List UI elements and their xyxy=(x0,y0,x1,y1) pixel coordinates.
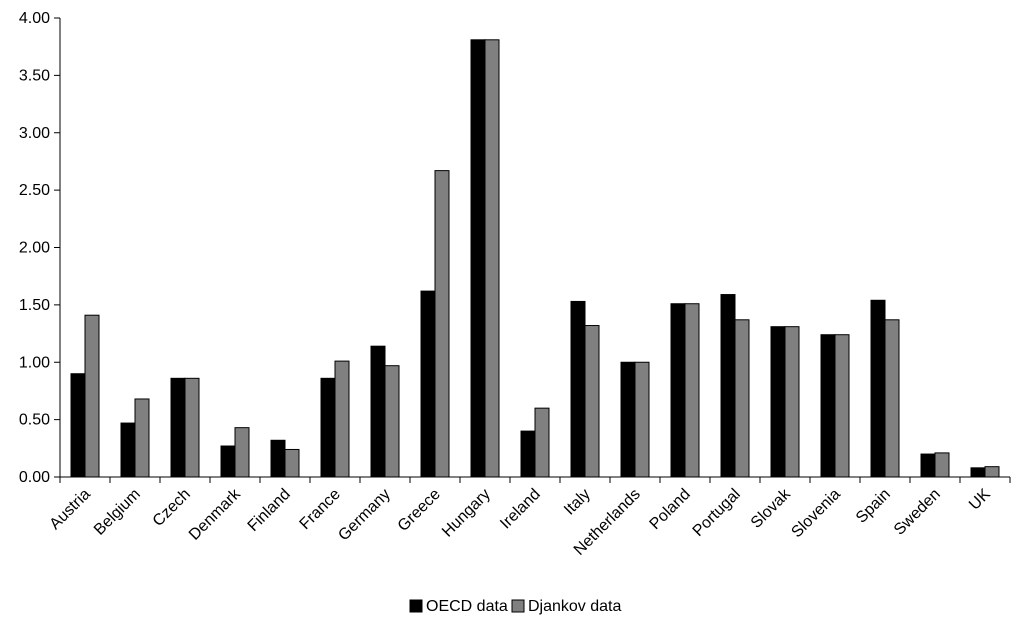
bar-djankov-portugal xyxy=(734,319,750,478)
x-category-label: France xyxy=(297,486,344,533)
bar-oecd-spain xyxy=(870,299,886,478)
x-category-label: Germany xyxy=(335,486,394,545)
y-axis: 0.00 0.50 1.00 1.50 2.00 2.50 3.00 3.50 4.00 xyxy=(19,10,61,486)
bar-oecd-france xyxy=(320,377,336,478)
bar-djankov-spain xyxy=(884,319,900,478)
bar-oecd-czech xyxy=(170,377,186,478)
x-category-label: Slovenia xyxy=(788,486,843,541)
bar-oecd-greece xyxy=(420,290,436,478)
bar-oecd-austria xyxy=(70,373,86,478)
bar-djankov-france xyxy=(334,360,350,478)
x-category-label: Hungary xyxy=(439,486,494,541)
bar-djankov-hungary xyxy=(484,39,500,478)
bar-djankov-germany xyxy=(384,365,400,478)
bar-oecd-sweden xyxy=(920,453,936,478)
bar-djankov-netherlands xyxy=(634,361,650,478)
bar-djankov-austria xyxy=(84,314,100,478)
bar-oecd-uk xyxy=(970,467,986,478)
x-category-label: Czech xyxy=(150,486,194,530)
bar-oecd-germany xyxy=(370,345,386,478)
bar-oecd-ireland xyxy=(520,430,536,478)
x-category-label: Ireland xyxy=(497,486,544,533)
bar-oecd-finland xyxy=(270,439,286,478)
bar-djankov-belgium xyxy=(134,398,150,478)
y-tick-label: 0.00 xyxy=(19,469,50,486)
x-category-label: Portugal xyxy=(690,486,744,540)
bar-oecd-hungary xyxy=(470,39,486,478)
x-category-label: Denmark xyxy=(186,485,245,544)
bar-djankov-greece xyxy=(434,170,450,478)
y-tick-label: 0.50 xyxy=(19,412,50,429)
x-category-label: Greece xyxy=(395,486,444,535)
bar-djankov-finland xyxy=(284,448,300,478)
bar-oecd-belgium xyxy=(120,422,136,478)
x-category-label: Slovak xyxy=(748,485,795,532)
y-tick-label: 1.00 xyxy=(19,354,50,371)
bar-oecd-italy xyxy=(570,300,586,478)
y-tick-label: 3.00 xyxy=(19,125,50,142)
y-tick-label: 2.50 xyxy=(19,182,50,199)
bar-djankov-sweden xyxy=(934,452,950,478)
bars xyxy=(70,39,1000,478)
x-category-label: Austria xyxy=(47,486,94,533)
bar-djankov-poland xyxy=(684,303,700,478)
bar-djankov-denmark xyxy=(234,427,250,478)
x-category-label: Belgium xyxy=(91,486,144,539)
bar-djankov-slovenia xyxy=(834,334,850,478)
bar-djankov-slovak xyxy=(784,326,800,478)
bar-oecd-slovak xyxy=(770,326,786,478)
bar-oecd-poland xyxy=(670,303,686,478)
bar-djankov-ireland xyxy=(534,407,550,478)
y-tick-label: 1.50 xyxy=(19,297,50,314)
y-tick-label: 3.50 xyxy=(19,67,50,84)
legend-label-djankov: Djankov data xyxy=(528,598,621,615)
x-category-label: Poland xyxy=(647,486,694,533)
x-category-label: UK xyxy=(966,486,994,514)
bar-oecd-netherlands xyxy=(620,361,636,478)
bar-oecd-denmark xyxy=(220,445,236,478)
bar-djankov-czech xyxy=(184,377,200,478)
bar-djankov-uk xyxy=(984,466,1000,478)
legend: OECD data Djankov data xyxy=(409,598,621,615)
y-tick-label: 4.00 xyxy=(19,10,50,27)
legend-swatch-djankov xyxy=(511,599,525,613)
y-tick-label: 2.00 xyxy=(19,240,50,257)
legend-swatch-oecd xyxy=(409,599,423,613)
x-category-label: Finland xyxy=(245,486,294,535)
x-category-label: Sweden xyxy=(891,486,944,539)
bar-oecd-slovenia xyxy=(820,334,836,478)
bar-djankov-italy xyxy=(584,325,600,478)
x-category-label: Spain xyxy=(853,486,894,527)
legend-label-oecd: OECD data xyxy=(426,598,508,615)
x-category-label: Italy xyxy=(561,486,594,519)
bar-oecd-portugal xyxy=(720,294,736,478)
